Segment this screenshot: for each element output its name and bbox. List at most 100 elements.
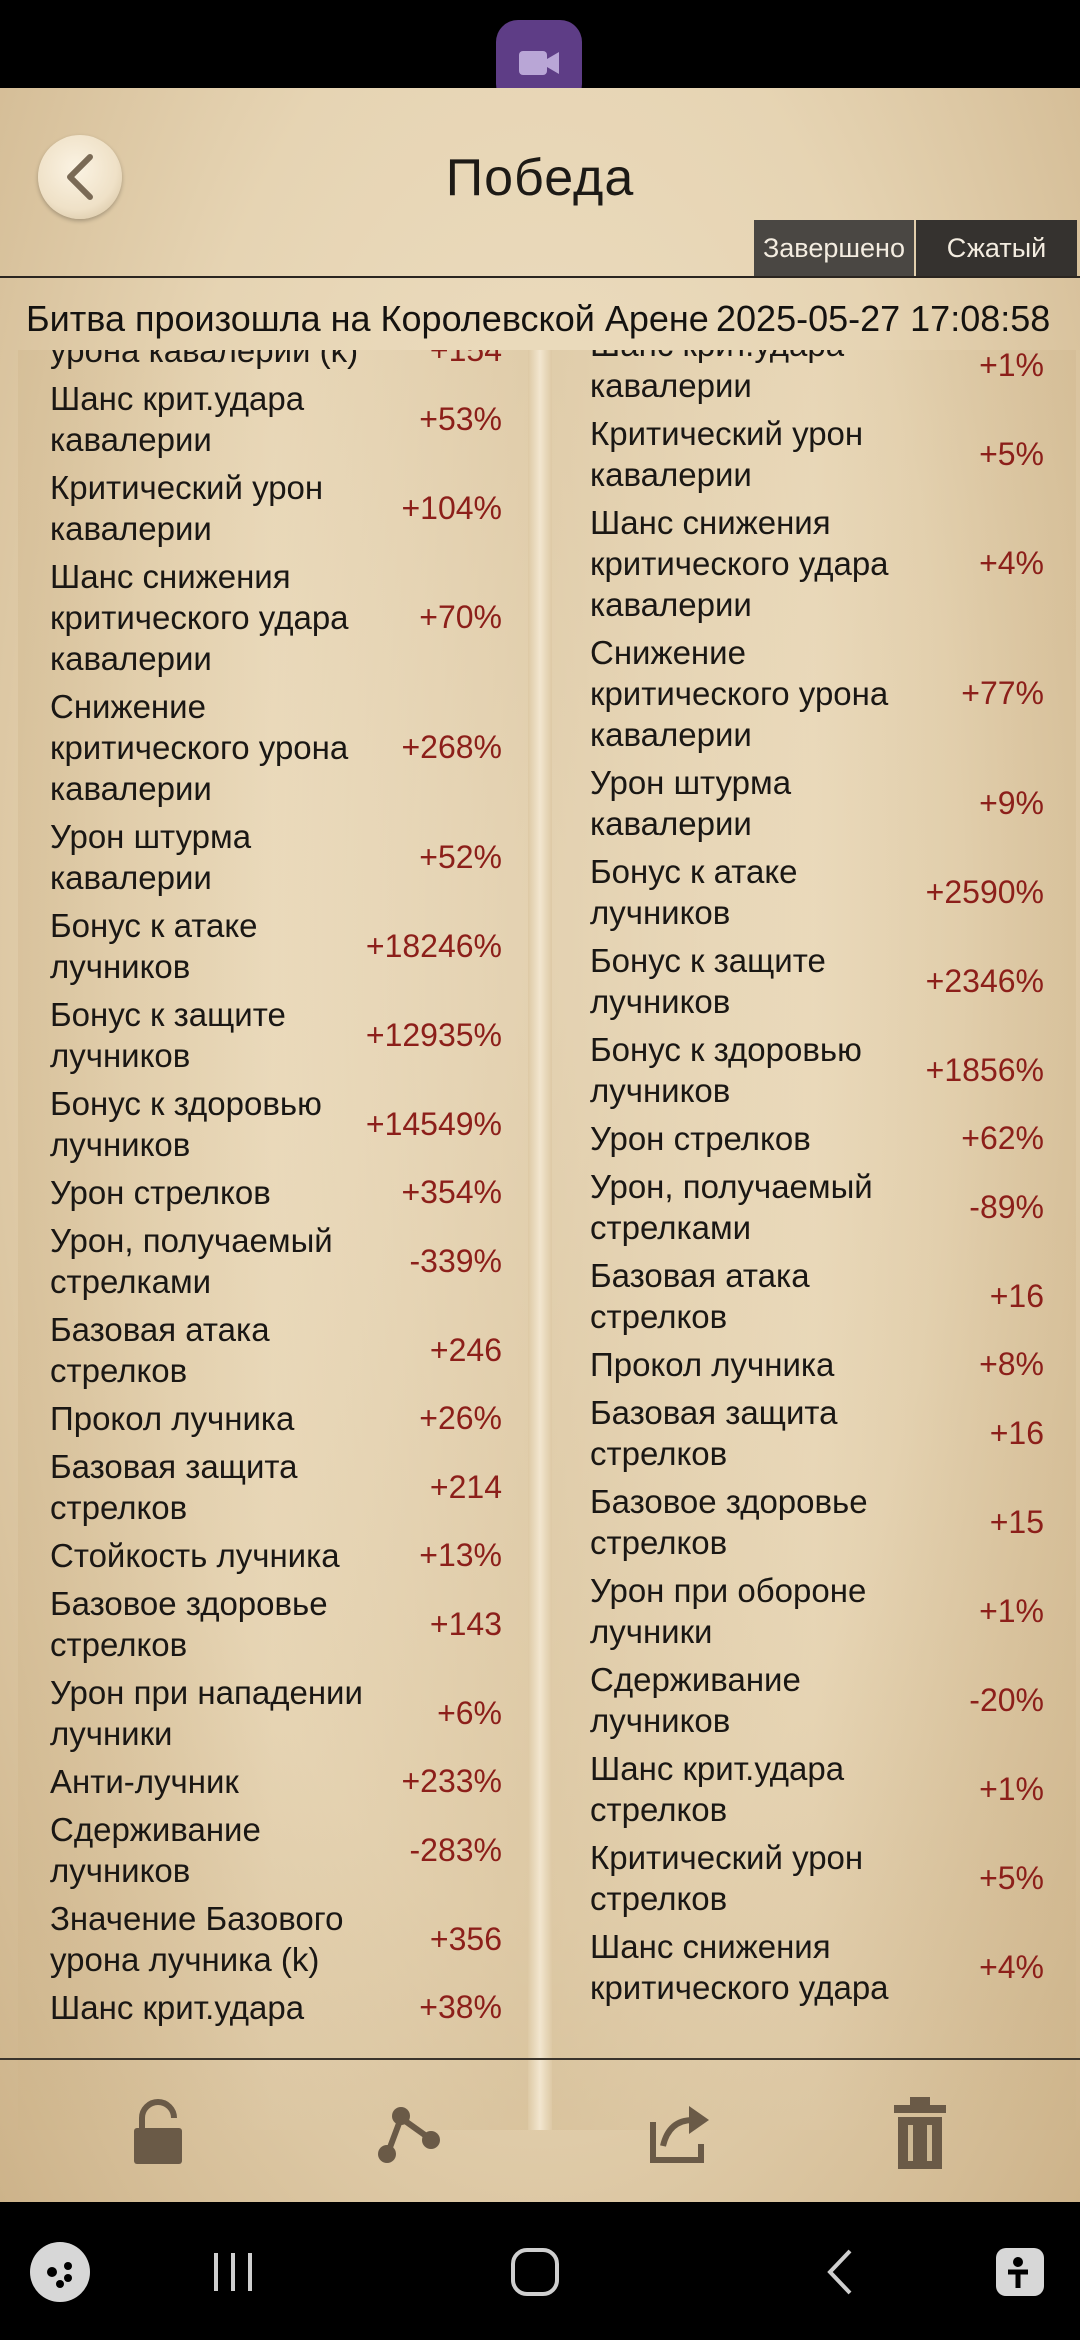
stat-row: Сдерживание лучников -283% [18, 1809, 528, 1891]
stat-name: Бонус к атаке лучников [50, 907, 258, 985]
stat-value: +1856% [925, 1051, 1044, 1088]
stat-value: +18246% [365, 927, 502, 964]
stat-value: +356 [429, 1920, 502, 1957]
status-bar [0, 0, 1080, 106]
stat-value: +214 [429, 1468, 502, 1505]
stat-name: Базовая защита стрелков [590, 1394, 838, 1472]
stat-name: Урон штурма кавалерии [50, 818, 252, 896]
stat-name: Снижение критического урона кавалерии [50, 688, 349, 807]
stat-value: +6% [437, 1694, 502, 1731]
stat-name: Стойкость лучника [50, 1537, 340, 1574]
stat-row: Шанс крит.удара кавалерии +53% [18, 378, 528, 460]
stat-name: Урон при обороне лучники [590, 1572, 867, 1650]
stat-value: +52% [419, 838, 502, 875]
column-divider [528, 350, 552, 2130]
stat-name: Значение Базового урона лучника (k) [50, 1900, 344, 1978]
stat-value: +16 [989, 1414, 1044, 1451]
recent-apps-icon[interactable] [193, 2232, 273, 2312]
back-button[interactable] [38, 135, 122, 219]
stat-name: Сдерживание лучников [590, 1661, 801, 1739]
stat-row: Урон штурма кавалерии +9% [552, 762, 1076, 844]
stat-name: Базовое здоровье стрелков [590, 1483, 868, 1561]
stat-row: Базовая защита стрелков +16 [552, 1392, 1076, 1474]
stat-name: Урон при нападении лучники [50, 1674, 363, 1752]
export-button[interactable] [640, 2093, 720, 2173]
stat-row: Бонус к атаке лучников +18246% [18, 905, 528, 987]
system-nav-bar [0, 2202, 1080, 2340]
stat-name: Базовое здоровье стрелков [50, 1585, 328, 1663]
chevron-left-icon [67, 154, 93, 200]
stat-value: +233% [401, 1763, 502, 1799]
stats-area[interactable]: урона кавалерии (k) +154 Шанс крит.удара к… [0, 350, 1080, 2130]
stat-name: Урон штурма кавалерии [590, 764, 792, 842]
divider [0, 276, 1080, 278]
stat-row: Снижение критического урона кавалерии +26… [18, 686, 528, 809]
export-icon [650, 2106, 709, 2163]
stat-name: Шанс снижения критического удара [590, 1928, 889, 2006]
divider [0, 2058, 1080, 2060]
stat-value: +12935% [365, 1016, 502, 1053]
stat-value: +15 [989, 1503, 1044, 1540]
stat-row: Стойкость лучника +13% [18, 1535, 528, 1576]
stat-name: Шанс крит.удара [50, 1989, 305, 2026]
stat-name: Анти-лучник [50, 1763, 239, 1800]
stat-row: Базовое здоровье стрелков +15 [552, 1481, 1076, 1563]
stat-row: Урон, получаемый стрелками -339% [18, 1220, 528, 1302]
stat-value: +13% [419, 1537, 502, 1573]
stats-column-right[interactable]: Шанс крит.удара кавалерии +1% Критический … [552, 350, 1076, 2130]
bottom-toolbar [0, 2063, 1080, 2202]
stat-row: Шанс снижения критического удара +4% [552, 1926, 1076, 2008]
stat-value: +2346% [925, 962, 1044, 999]
stat-value: +4% [979, 545, 1044, 581]
battle-report-panel: Победа Завершено Сжатый Битва произошла … [0, 88, 1080, 2202]
delete-button[interactable] [880, 2093, 960, 2173]
lock-icon [134, 2099, 182, 2164]
stat-name: Снижение критического урона кавалерии [590, 634, 889, 753]
stat-row: Базовое здоровье стрелков +143 [18, 1583, 528, 1665]
stat-row: Шанс крит.удара стрелков +1% [552, 1748, 1076, 1830]
battle-datetime: 2025-05-27 17:08:58 [716, 298, 1051, 339]
stat-name: Базовая защита стрелков [50, 1448, 298, 1526]
stat-value: +1% [979, 1592, 1044, 1629]
stat-name: урона кавалерии (k) [50, 350, 359, 369]
tab-compact[interactable]: Сжатый [916, 220, 1077, 276]
stat-row: Шанс снижения критического удара кавалер… [552, 502, 1076, 625]
stat-row: Урон при нападении лучники +6% [18, 1672, 528, 1754]
stat-value: +354% [401, 1174, 502, 1210]
stat-value: +246 [429, 1331, 502, 1368]
stat-row: Базовая защита стрелков +214 [18, 1446, 528, 1528]
nav-back-icon[interactable] [800, 2232, 880, 2312]
stat-value: +14549% [365, 1105, 502, 1142]
stat-name: Бонус к защите лучников [590, 942, 826, 1020]
stat-name: Сдерживание лучников [50, 1811, 261, 1889]
stat-value: -89% [969, 1188, 1044, 1225]
header: Победа Завершено Сжатый [0, 88, 1080, 278]
home-icon[interactable] [495, 2232, 575, 2312]
stat-value: +143 [429, 1605, 502, 1642]
stat-row: Базовая атака стрелков +246 [18, 1309, 528, 1391]
stat-row: Урон штурма кавалерии +52% [18, 816, 528, 898]
stat-row: Шанс крит.удара кавалерии +1% [552, 350, 1076, 406]
stat-value: -20% [969, 1681, 1044, 1718]
stat-value: +1% [979, 350, 1044, 383]
stat-value: -339% [409, 1242, 503, 1279]
share-button[interactable] [368, 2093, 448, 2173]
stats-column-left[interactable]: урона кавалерии (k) +154 Шанс крит.удара к… [18, 350, 528, 2130]
stat-name: Базовая атака стрелков [590, 1257, 810, 1335]
trash-icon [894, 2097, 946, 2169]
stat-row: Бонус к защите лучников +2346% [552, 940, 1076, 1022]
stat-row: Бонус к защите лучников +12935% [18, 994, 528, 1076]
lock-button[interactable] [118, 2093, 198, 2173]
stat-value: +268% [401, 729, 502, 765]
stat-value: +8% [979, 1346, 1044, 1382]
stat-row: Урон, получаемый стрелками -89% [552, 1166, 1076, 1248]
stat-row: Анти-лучник +233% [18, 1761, 528, 1802]
accessibility-icon[interactable] [980, 2232, 1060, 2312]
stat-value: +62% [961, 1120, 1044, 1156]
gamepad-icon[interactable] [20, 2232, 100, 2312]
tab-completed[interactable]: Завершено [754, 220, 914, 276]
stat-value: +1% [979, 1770, 1044, 1807]
stat-row: Урон при обороне лучники +1% [552, 1570, 1076, 1652]
stat-value: +154 [429, 350, 502, 368]
stat-row: Значение Базового урона лучника (k) +356 [18, 1898, 528, 1980]
